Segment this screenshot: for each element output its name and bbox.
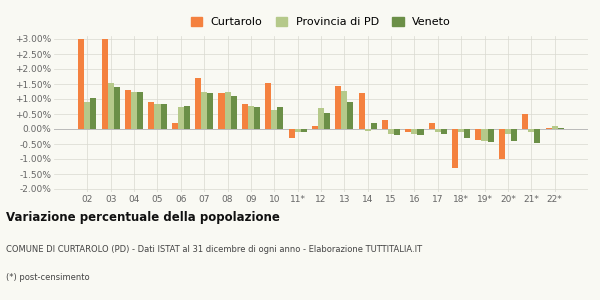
Bar	[441, 129, 447, 134]
Bar	[505, 129, 511, 134]
Bar	[242, 103, 248, 129]
Bar	[335, 85, 341, 129]
Bar	[534, 129, 541, 142]
Bar	[388, 129, 394, 134]
Bar	[178, 106, 184, 129]
Bar	[289, 129, 295, 138]
Bar	[488, 129, 494, 142]
Bar	[394, 129, 400, 135]
Text: Variazione percentuale della popolazione: Variazione percentuale della popolazione	[6, 212, 280, 224]
Legend: Curtarolo, Provincia di PD, Veneto: Curtarolo, Provincia di PD, Veneto	[191, 16, 451, 27]
Bar	[295, 129, 301, 132]
Bar	[277, 107, 283, 129]
Bar	[522, 114, 528, 129]
Bar	[218, 93, 224, 129]
Bar	[254, 106, 260, 129]
Bar	[78, 39, 85, 129]
Bar	[101, 39, 108, 129]
Bar	[365, 129, 371, 130]
Bar	[464, 129, 470, 138]
Bar	[195, 78, 201, 129]
Bar	[271, 110, 277, 129]
Bar	[371, 123, 377, 129]
Bar	[265, 82, 271, 129]
Bar	[312, 126, 318, 129]
Bar	[230, 96, 236, 129]
Bar	[207, 93, 214, 129]
Bar	[428, 123, 435, 129]
Bar	[148, 102, 154, 129]
Bar	[125, 90, 131, 129]
Bar	[248, 106, 254, 129]
Bar	[347, 102, 353, 129]
Bar	[406, 129, 412, 132]
Bar	[137, 92, 143, 129]
Bar	[108, 82, 114, 129]
Bar	[458, 129, 464, 132]
Text: COMUNE DI CURTAROLO (PD) - Dati ISTAT al 31 dicembre di ogni anno - Elaborazione: COMUNE DI CURTAROLO (PD) - Dati ISTAT al…	[6, 244, 422, 253]
Bar	[382, 120, 388, 129]
Bar	[154, 103, 161, 129]
Bar	[511, 129, 517, 141]
Bar	[557, 128, 564, 129]
Bar	[475, 129, 481, 140]
Bar	[418, 129, 424, 135]
Bar	[528, 129, 534, 132]
Bar	[301, 129, 307, 132]
Bar	[224, 92, 230, 129]
Bar	[412, 129, 418, 134]
Text: (*) post-censimento: (*) post-censimento	[6, 273, 89, 282]
Bar	[91, 98, 97, 129]
Bar	[481, 129, 488, 141]
Bar	[452, 129, 458, 168]
Bar	[341, 91, 347, 129]
Bar	[359, 93, 365, 129]
Bar	[551, 126, 557, 129]
Bar	[131, 92, 137, 129]
Bar	[318, 108, 324, 129]
Bar	[201, 92, 207, 129]
Bar	[324, 112, 330, 129]
Bar	[172, 123, 178, 129]
Bar	[545, 128, 551, 129]
Bar	[85, 102, 91, 129]
Bar	[184, 106, 190, 129]
Bar	[499, 129, 505, 159]
Bar	[161, 104, 167, 129]
Bar	[114, 87, 120, 129]
Bar	[435, 129, 441, 132]
